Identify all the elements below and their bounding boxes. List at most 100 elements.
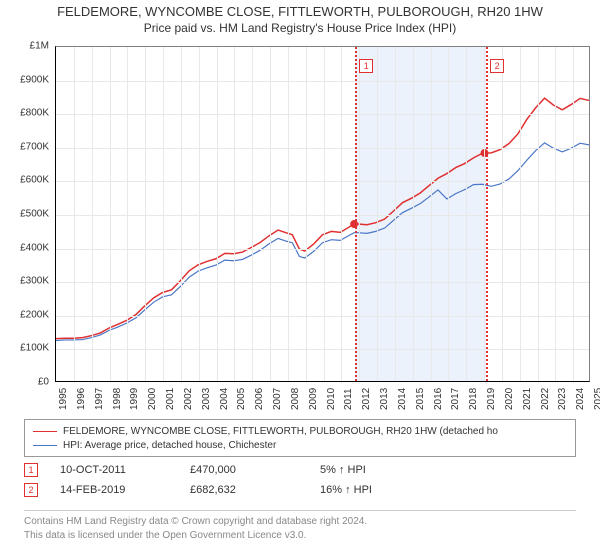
x-tick-label: 2017	[450, 388, 461, 410]
x-tick-label: 2012	[361, 388, 372, 410]
legend-label: FELDEMORE, WYNCOMBE CLOSE, FITTLEWORTH, …	[63, 426, 498, 437]
x-tick-label: 2005	[236, 388, 247, 410]
x-tick-label: 2016	[433, 388, 444, 410]
grid-line-v	[431, 47, 432, 381]
x-tick-label: 2021	[522, 388, 533, 410]
credit-line1: Contains HM Land Registry data © Crown c…	[24, 515, 576, 529]
x-tick-label: 2024	[575, 388, 586, 410]
legend-row: HPI: Average price, detached house, Chic…	[33, 438, 567, 452]
grid-line-v	[74, 47, 75, 381]
chart-container: FELDEMORE, WYNCOMBE CLOSE, FITTLEWORTH, …	[0, 0, 600, 560]
y-axis: £0£100K£200K£300K£400K£500K£600K£700K£80…	[0, 46, 53, 382]
y-tick-label: £200K	[20, 309, 49, 320]
transaction-row: 110-OCT-2011£470,0005% ↑ HPI	[24, 460, 576, 480]
x-tick-label: 2009	[308, 388, 319, 410]
legend-swatch	[33, 445, 57, 446]
grid-line-v	[270, 47, 271, 381]
grid-line-v	[395, 47, 396, 381]
plot-area: 12	[55, 46, 590, 382]
x-tick-label: 2006	[254, 388, 265, 410]
x-tick-label: 2014	[397, 388, 408, 410]
grid-line-v	[341, 47, 342, 381]
legend-box: FELDEMORE, WYNCOMBE CLOSE, FITTLEWORTH, …	[24, 419, 576, 457]
transaction-date: 14-FEB-2019	[60, 484, 190, 496]
y-tick-label: £300K	[20, 276, 49, 287]
grid-line-v	[181, 47, 182, 381]
grid-line-v	[573, 47, 574, 381]
x-tick-label: 2015	[415, 388, 426, 410]
y-tick-label: £400K	[20, 242, 49, 253]
grid-line-v	[252, 47, 253, 381]
transaction-row: 2 14-FEB-2019£682,63216% ↑ HPI	[24, 480, 576, 500]
x-tick-label: 2011	[343, 388, 354, 410]
grid-line-v	[306, 47, 307, 381]
x-tick-label: 1999	[129, 388, 140, 410]
transaction-badge: 1	[24, 463, 38, 477]
x-tick-label: 1995	[58, 388, 69, 410]
grid-line-v	[448, 47, 449, 381]
marker-vline	[486, 47, 488, 381]
marker-vline	[355, 47, 357, 381]
transaction-table: 110-OCT-2011£470,0005% ↑ HPI214-FEB-2019…	[24, 460, 576, 500]
grid-line-v	[145, 47, 146, 381]
x-axis: 1995199619971998199920002001200220032004…	[55, 382, 590, 412]
transaction-delta: 16% ↑ HPI	[320, 484, 460, 496]
title-subtitle: Price paid vs. HM Land Registry's House …	[0, 21, 600, 35]
x-tick-label: 2025	[593, 388, 600, 410]
grid-line-v	[484, 47, 485, 381]
grid-line-h	[56, 81, 589, 82]
x-tick-label: 2013	[379, 388, 390, 410]
grid-line-h	[56, 316, 589, 317]
y-tick-label: £800K	[20, 108, 49, 119]
x-tick-label: 2019	[486, 388, 497, 410]
legend-label: HPI: Average price, detached house, Chic…	[63, 440, 276, 451]
x-tick-label: 1998	[112, 388, 123, 410]
title-address: FELDEMORE, WYNCOMBE CLOSE, FITTLEWORTH, …	[0, 4, 600, 19]
line-series-svg	[56, 47, 589, 381]
grid-line-v	[127, 47, 128, 381]
grid-line-v	[359, 47, 360, 381]
x-tick-label: 2022	[540, 388, 551, 410]
x-tick-label: 2008	[290, 388, 301, 410]
x-tick-label: 2010	[326, 388, 337, 410]
y-tick-label: £0	[38, 377, 49, 388]
x-tick-label: 2002	[183, 388, 194, 410]
grid-line-h	[56, 114, 589, 115]
grid-line-v	[466, 47, 467, 381]
series-property	[56, 98, 589, 338]
grid-line-h	[56, 181, 589, 182]
grid-line-v	[234, 47, 235, 381]
y-tick-label: £500K	[20, 209, 49, 220]
title-block: FELDEMORE, WYNCOMBE CLOSE, FITTLEWORTH, …	[0, 0, 600, 35]
y-tick-label: £1M	[30, 41, 49, 52]
y-tick-label: £600K	[20, 175, 49, 186]
x-tick-label: 1996	[76, 388, 87, 410]
grid-line-v	[538, 47, 539, 381]
grid-line-h	[56, 249, 589, 250]
grid-line-h	[56, 215, 589, 216]
series-hpi	[56, 143, 589, 341]
grid-line-v	[377, 47, 378, 381]
x-tick-label: 2018	[468, 388, 479, 410]
y-tick-label: £900K	[20, 74, 49, 85]
legend-row: FELDEMORE, WYNCOMBE CLOSE, FITTLEWORTH, …	[33, 424, 567, 438]
grid-line-h	[56, 148, 589, 149]
grid-line-v	[217, 47, 218, 381]
y-tick-label: £700K	[20, 141, 49, 152]
grid-line-v	[413, 47, 414, 381]
grid-line-v	[92, 47, 93, 381]
credit-line2: This data is licensed under the Open Gov…	[24, 529, 576, 543]
credit-block: Contains HM Land Registry data © Crown c…	[24, 510, 576, 542]
grid-line-v	[110, 47, 111, 381]
transaction-price: £470,000	[190, 464, 320, 476]
x-tick-label: 2004	[219, 388, 230, 410]
transaction-price: £682,632	[190, 484, 320, 496]
x-tick-label: 2003	[201, 388, 212, 410]
grid-line-v	[502, 47, 503, 381]
grid-line-h	[56, 349, 589, 350]
x-tick-label: 1997	[94, 388, 105, 410]
grid-line-v	[163, 47, 164, 381]
transaction-badge: 2	[24, 483, 38, 497]
grid-line-h	[56, 282, 589, 283]
transaction-delta: 5% ↑ HPI	[320, 464, 460, 476]
